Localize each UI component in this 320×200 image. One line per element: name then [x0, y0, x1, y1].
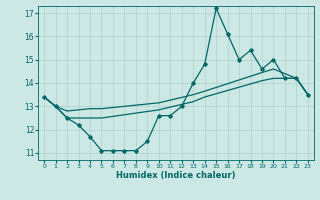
X-axis label: Humidex (Indice chaleur): Humidex (Indice chaleur)	[116, 171, 236, 180]
